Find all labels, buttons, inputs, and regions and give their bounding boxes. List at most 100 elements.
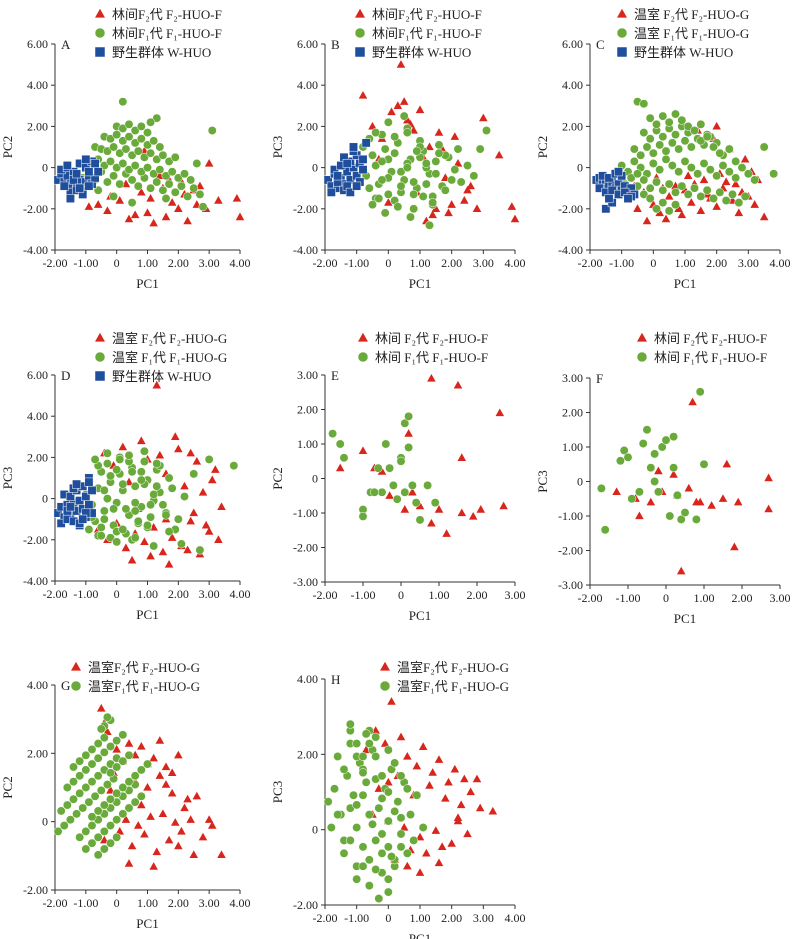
data-point-triangle [427, 518, 436, 527]
data-point-circle [396, 813, 406, 823]
data-point-circle [393, 797, 403, 807]
data-point-circle [374, 194, 384, 203]
data-point-triangle [112, 744, 121, 753]
data-point-circle [658, 198, 668, 208]
data-point-circle [112, 815, 122, 825]
legend-marker-triangle [358, 332, 368, 342]
data-point-triangle [121, 543, 131, 552]
data-point-square [78, 514, 88, 524]
data-point-triangle [642, 216, 652, 225]
data-point-circle [680, 136, 690, 146]
data-point-circle [377, 771, 387, 781]
data-point-triangle [167, 788, 177, 797]
data-point-circle [453, 144, 463, 154]
data-point-triangle [646, 497, 656, 506]
legend-marker-triangle [355, 8, 365, 18]
data-point-circle [399, 111, 409, 121]
data-point-triangle [385, 491, 394, 499]
data-point-triangle [201, 520, 211, 529]
data-point-circle [406, 810, 415, 820]
x-tick-label: -2.00 [313, 911, 338, 925]
legend: 林间F₂代 F₂-HUO-F 林间F₁代 F₁-HUO-F 野生群体 W-HUO [354, 7, 482, 60]
x-tick-label: 0 [114, 896, 120, 910]
data-point-circle [158, 185, 168, 195]
axis-lines [324, 375, 515, 583]
panel-label: E [331, 368, 339, 383]
legend-marker-triangle [637, 332, 647, 342]
data-point-circle [352, 874, 362, 884]
data-point-circle [428, 198, 438, 208]
data-point-circle [176, 181, 186, 191]
data-point-circle [364, 739, 374, 749]
legend: 温室F₂代 F₂-HUO-G 温室F₁代 F₁-HUO-G [70, 660, 200, 694]
data-point-triangle [403, 751, 412, 760]
data-point-circle [118, 730, 128, 740]
data-point-circle [368, 819, 377, 829]
panel-h: -2.00 -1.00 0 1.00 2.00 3.00 4.00 4.00 2.00 0 -2.0… [270, 660, 526, 939]
x-tick-label: 2.00 [732, 591, 753, 605]
data-point-circle [118, 159, 128, 168]
data-point-triangle [103, 727, 112, 736]
legend-label: 林间 F₂代 F₂-HUO-F [654, 331, 767, 346]
data-point-circle [99, 733, 109, 743]
data-point-triangle [712, 202, 721, 210]
data-point-circle [639, 128, 649, 138]
data-point-circle [149, 169, 159, 179]
legend-marker-circle [94, 27, 106, 39]
data-point-circle [674, 144, 684, 154]
data-point-triangle [235, 212, 245, 221]
y-axis-label: PC3 [0, 467, 15, 489]
data-point-triangle [507, 202, 517, 210]
data-point-square [84, 167, 94, 177]
data-point-circle [81, 844, 91, 854]
data-point-circle [377, 156, 387, 166]
data-point-circle [161, 171, 171, 181]
data-point-triangle [177, 826, 186, 835]
legend-marker-square [94, 46, 106, 58]
data-point-circle [133, 516, 143, 526]
data-point-triangle [192, 457, 202, 465]
legend: 林间 F₂代 F₂-HUO-F 林间 F₁代 F₁-HUO-F [357, 331, 488, 365]
data-point-circle [369, 487, 379, 497]
data-point-circle [112, 736, 122, 746]
legend: 温室 F₂代 F₂-HUO-G 温室 F₁代 F₁-HUO-G 野生群体 W-HUO [616, 7, 749, 60]
data-point-circle [152, 177, 162, 187]
y-tick-label: 2.00 [297, 119, 318, 133]
data-point-circle [112, 832, 122, 842]
data-point-circle [330, 784, 339, 794]
y-axis-label: PC3 [270, 136, 285, 158]
x-tick-label: 0 [385, 911, 391, 925]
data-point-square [326, 187, 336, 197]
data-point-circle [106, 838, 115, 848]
data-point-triangle [403, 115, 412, 124]
data-point-triangle [415, 832, 425, 841]
data-point-triangle [721, 177, 731, 186]
data-point-square [72, 169, 82, 179]
y-tick-label: 2.00 [562, 119, 583, 133]
data-point-circle [402, 163, 412, 173]
data-point-circle [390, 148, 400, 158]
data-point-circle [407, 480, 417, 490]
data-point-circle [715, 187, 725, 197]
data-point-triangle [399, 97, 409, 105]
data-point-circle [136, 467, 146, 477]
y-tick-label: 1.00 [297, 437, 318, 451]
data-point-circle [383, 842, 393, 852]
x-tick-label: 1.00 [137, 896, 158, 910]
y-tick-label: 6.00 [562, 37, 583, 51]
data-point-triangle [384, 198, 393, 206]
data-point-circle [664, 206, 674, 216]
data-point-circle [118, 97, 128, 107]
data-point-circle [371, 732, 381, 742]
data-point-circle [352, 823, 362, 832]
data-point-circle [402, 848, 412, 858]
data-point-circle [696, 191, 706, 201]
data-point-circle [677, 115, 687, 125]
data-point-circle [377, 848, 387, 858]
x-tick-label: 4.00 [770, 256, 791, 270]
data-point-circle [699, 459, 709, 469]
x-tick-label: -2.00 [313, 256, 338, 270]
data-point-triangle [93, 200, 103, 208]
data-point-circle [109, 504, 119, 514]
data-point-circle [696, 136, 706, 146]
